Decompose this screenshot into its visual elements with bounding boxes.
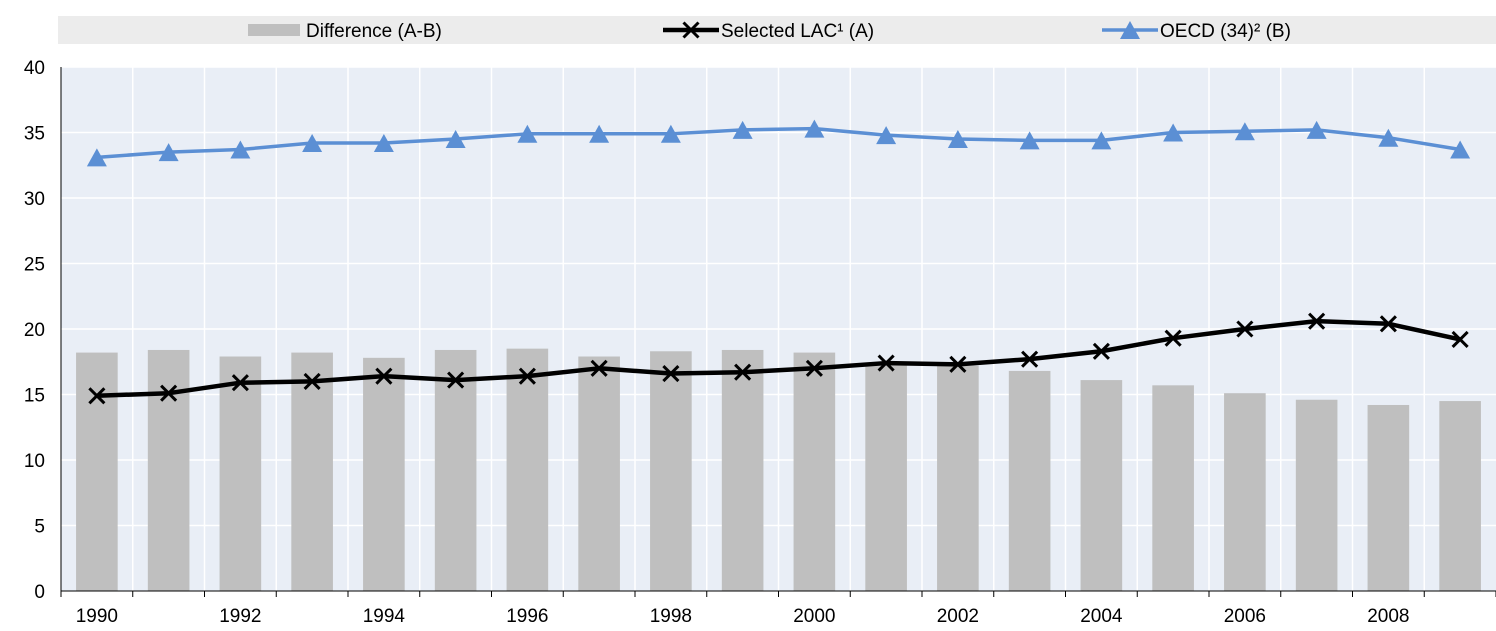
bar-difference xyxy=(1295,399,1338,591)
point-lac xyxy=(447,371,465,389)
point-lac xyxy=(949,355,967,373)
bar-difference xyxy=(219,356,262,591)
bar-difference xyxy=(1224,393,1266,591)
x-tick-label: 1996 xyxy=(506,606,548,627)
bar-difference xyxy=(1439,401,1481,591)
bar-difference xyxy=(76,352,118,591)
point-lac xyxy=(518,367,536,385)
y-tick-label: 0 xyxy=(34,582,45,603)
legend-marker-triangle xyxy=(1120,21,1140,39)
point-lac xyxy=(1236,320,1254,338)
y-tick-label: 40 xyxy=(24,58,45,79)
x-tick-label: 1994 xyxy=(363,606,406,627)
bar-difference xyxy=(1008,370,1051,591)
point-lac xyxy=(877,354,895,372)
point-oecd xyxy=(517,124,538,143)
point-lac xyxy=(1379,315,1397,333)
y-tick-label: 20 xyxy=(24,320,45,341)
bar-difference xyxy=(1367,404,1410,591)
bar-difference xyxy=(865,363,907,591)
point-lac xyxy=(1451,330,1469,349)
bar-difference xyxy=(650,351,692,591)
bar-difference xyxy=(506,348,549,591)
point-lac xyxy=(1021,350,1039,368)
bar-difference xyxy=(793,352,836,591)
y-tick-label: 30 xyxy=(24,189,45,210)
y-tick-label: 35 xyxy=(24,124,45,145)
point-lac xyxy=(1092,342,1110,360)
point-oecd xyxy=(1450,140,1471,159)
legend-label: OECD (34)² (B) xyxy=(1160,21,1291,42)
legend-item: Difference (A-B) xyxy=(248,21,442,42)
point-oecd xyxy=(1091,131,1112,150)
point-lac xyxy=(1164,329,1182,347)
point-oecd xyxy=(660,124,681,143)
y-tick-label: 25 xyxy=(24,255,45,276)
point-lac xyxy=(375,367,393,385)
x-tick-label: 1990 xyxy=(76,606,118,627)
point-oecd xyxy=(876,126,897,145)
point-lac xyxy=(303,372,321,390)
point-lac xyxy=(590,359,608,377)
legend-item: OECD (34)² (B) xyxy=(1102,21,1291,42)
legend-swatch-bar xyxy=(248,24,300,36)
line-lac xyxy=(96,318,1461,399)
point-oecd xyxy=(732,120,753,139)
bar-difference xyxy=(1080,380,1123,591)
line-oecd xyxy=(96,126,1461,160)
x-tick-label: 2008 xyxy=(1367,606,1409,627)
bar-difference xyxy=(434,349,477,591)
legend-label: Selected LAC¹ (A) xyxy=(721,21,874,42)
y-tick-label: 10 xyxy=(24,451,45,472)
point-oecd xyxy=(302,133,323,152)
point-oecd xyxy=(373,133,394,152)
point-lac xyxy=(160,384,178,402)
bar-difference xyxy=(291,352,333,591)
bar-difference xyxy=(1152,385,1194,591)
point-oecd xyxy=(589,124,610,143)
x-tick-label: 2004 xyxy=(1080,606,1123,627)
point-lac xyxy=(231,374,249,392)
point-lac xyxy=(805,359,823,377)
point-lac xyxy=(88,387,106,405)
legend-marker-x xyxy=(682,21,700,39)
y-tick-label: 5 xyxy=(34,517,45,538)
legend-item: Selected LAC¹ (A) xyxy=(663,21,874,42)
bar-difference xyxy=(937,365,979,591)
point-oecd xyxy=(445,130,466,149)
x-tick-label: 2006 xyxy=(1224,606,1266,627)
point-oecd xyxy=(1378,128,1399,147)
legend-label: Difference (A-B) xyxy=(306,21,442,42)
bar-difference xyxy=(721,349,764,591)
point-oecd xyxy=(804,119,825,138)
point-oecd xyxy=(158,143,179,162)
x-tick-label: 2000 xyxy=(793,606,835,627)
point-lac xyxy=(662,364,680,383)
y-tick-label: 15 xyxy=(24,386,45,407)
bar-difference xyxy=(578,356,620,591)
bar-difference xyxy=(147,349,190,591)
x-tick-label: 1992 xyxy=(219,606,261,627)
point-oecd xyxy=(947,130,968,149)
point-oecd xyxy=(230,140,251,159)
point-lac xyxy=(1308,312,1326,330)
x-tick-label: 1998 xyxy=(650,606,692,627)
bar-difference xyxy=(363,357,405,591)
point-oecd xyxy=(1234,122,1255,141)
point-oecd xyxy=(86,148,107,167)
x-tick-label: 2002 xyxy=(937,606,979,627)
point-lac xyxy=(734,363,752,381)
point-oecd xyxy=(1306,120,1327,139)
point-oecd xyxy=(1163,123,1184,142)
point-oecd xyxy=(1019,131,1040,150)
